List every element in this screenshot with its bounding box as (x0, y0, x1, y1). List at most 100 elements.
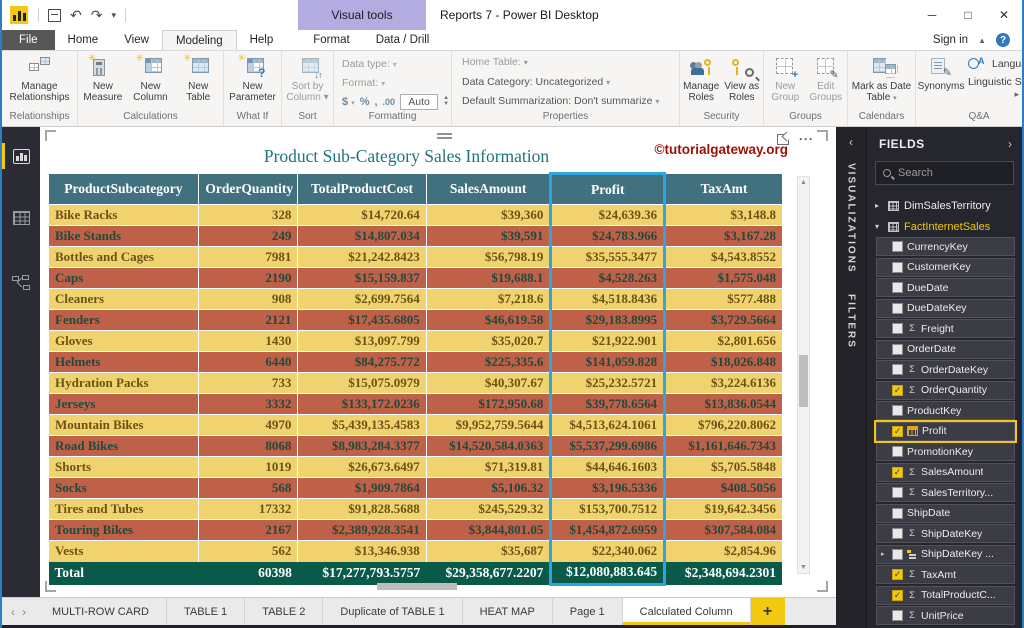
field-checkbox[interactable]: ✓ (892, 425, 903, 437)
field-table-dimsalesterritory[interactable]: ▸ DimSalesTerritory (867, 195, 1022, 216)
minimize-button[interactable]: ─ (927, 8, 937, 22)
field-item-totalproductc-[interactable]: ✓ Σ TotalProductC... (876, 585, 1015, 605)
ribbon-expand-icon[interactable]: ▸ (1014, 89, 1019, 99)
table-row[interactable]: Cleaners 908 $2,699.7564 $7,218.6 $4,518.843… (47, 288, 782, 310)
field-checkbox[interactable] (892, 364, 903, 375)
field-checkbox[interactable]: ✓ (892, 466, 903, 478)
field-item-salesamount[interactable]: ✓ Σ SalesAmount (876, 462, 1015, 482)
synonyms-button[interactable]: ✎ Synonyms (918, 54, 964, 92)
linguistic-schema-button[interactable]: Linguistic Sc (968, 76, 1024, 88)
table-row[interactable]: Road Bikes 8068 $8,983,284.3377 $14,520,584… (47, 435, 782, 457)
percent-format-button[interactable]: % (359, 95, 370, 108)
field-checkbox[interactable] (892, 507, 903, 519)
field-item-salesterritory-[interactable]: Σ SalesTerritory... (876, 483, 1015, 502)
field-item-orderquantity[interactable]: ✓ Σ OrderQuantity (876, 380, 1015, 400)
column-header-profit[interactable]: Profit (549, 172, 667, 205)
manage-roles-button[interactable]: Manage Roles (682, 54, 721, 103)
field-table-factinternetsales[interactable]: ▾ FactInternetSales (867, 216, 1022, 237)
tab-view[interactable]: View (124, 34, 149, 46)
edit-groups-button[interactable]: ✎ Edit Groups (807, 54, 846, 103)
field-item-productkey[interactable]: ProductKey (876, 401, 1015, 420)
horizontal-scrollbar[interactable] (145, 583, 688, 590)
decimal-places-spinner[interactable]: ▲ ▼ (443, 95, 450, 107)
sign-in-link[interactable]: Sign in (932, 34, 969, 46)
column-header-taxamt[interactable]: TaxAmt (664, 173, 782, 205)
field-checkbox[interactable]: ✓ (892, 569, 903, 580)
language-button[interactable]: Language (968, 56, 1022, 70)
new-measure-button[interactable]: ✳ New Measure (80, 53, 126, 103)
filters-panel-tab[interactable]: FILTERS (845, 293, 857, 349)
field-checkbox[interactable] (892, 548, 903, 560)
scroll-up-icon[interactable]: ▲ (800, 179, 807, 186)
undo-icon[interactable]: ↶ (70, 7, 82, 23)
tab-help[interactable]: Help (249, 34, 274, 46)
page-tab-multi-row-card[interactable]: MULTI-ROW CARD (35, 598, 167, 625)
new-page-button[interactable]: + (750, 598, 785, 625)
table-row[interactable]: Bike Stands 249 $14,807.034 $39,591 $24,783.… (47, 225, 782, 247)
decimals-format-button[interactable]: .00 (382, 96, 396, 107)
field-checkbox[interactable] (892, 261, 903, 273)
more-options-icon[interactable]: ··· (799, 132, 814, 146)
tabs-scroll-left-icon[interactable]: ‹ (11, 604, 15, 619)
model-view-button[interactable] (2, 267, 40, 297)
table-row[interactable]: Tires and Tubes 17332 $91,828.5688 $245,529… (47, 498, 782, 520)
field-item-profit[interactable]: ✓ Profit (874, 419, 1017, 443)
tabs-scroll-right-icon[interactable]: › (22, 604, 26, 619)
field-item-promotionkey[interactable]: PromotionKey (876, 442, 1015, 461)
comma-format-button[interactable]: , (374, 95, 378, 108)
field-checkbox[interactable] (892, 528, 903, 539)
selection-handle[interactable] (817, 581, 828, 592)
table-row[interactable]: Gloves 1430 $13,097.799 $35,020.7 $21,922.90… (47, 330, 782, 352)
field-checkbox[interactable] (892, 343, 903, 355)
customize-toolbar-icon[interactable]: ▾ (111, 9, 116, 20)
table-row[interactable]: Vests 562 $13,346.938 $35,687 $22,340.062 $2,… (47, 540, 782, 562)
tab-home[interactable]: Home (67, 34, 99, 46)
close-button[interactable]: ✕ (998, 8, 1010, 22)
expand-icon[interactable]: ▸ (881, 551, 885, 558)
scrollbar-thumb[interactable] (799, 355, 808, 408)
table-row[interactable]: Hydration Packs 733 $15,075.0979 $40,307.67… (47, 372, 782, 394)
table-row[interactable]: Bike Racks 328 $14,720.64 $39,360 $24,639.36… (47, 204, 782, 226)
new-table-button[interactable]: ✳ New Table (183, 53, 211, 104)
collapse-icon[interactable]: ▾ (875, 222, 880, 231)
page-tab-table-1[interactable]: TABLE 1 (167, 598, 246, 625)
view-as-roles-button[interactable]: View as Roles (723, 54, 762, 103)
default-summarization-dropdown[interactable]: Default Summarization: Don't summarize ▾ (462, 95, 660, 108)
table-row[interactable]: Socks 568 $1,909.7864 $5,106.32 $3,196.5336 $… (47, 477, 782, 499)
expand-icon[interactable]: ▸ (875, 201, 880, 210)
field-checkbox[interactable] (892, 282, 903, 293)
table-row[interactable]: Bottles and Cages 7981 $21,242.8423 $56,798… (47, 246, 782, 268)
tab-format[interactable]: Format (313, 34, 350, 46)
table-row[interactable]: Helmets 6440 $84,275.772 $225,335.6 $141,059… (47, 351, 782, 373)
field-checkbox[interactable] (892, 302, 903, 314)
tab-file[interactable]: File (2, 30, 55, 50)
save-icon[interactable] (48, 8, 61, 22)
data-category-dropdown[interactable]: Data Category: Uncategorized ▾ (462, 75, 611, 88)
field-item-customerkey[interactable]: CustomerKey (876, 257, 1015, 277)
page-tab-calculated-column[interactable]: Calculated Column (622, 598, 751, 625)
field-checkbox[interactable]: ✓ (892, 589, 903, 601)
sort-by-column-button[interactable]: ↓↑ Sort by Column ▾ (285, 54, 331, 103)
selection-handle[interactable] (45, 581, 56, 592)
currency-format-button[interactable]: $ ▾ (342, 95, 355, 108)
home-table-dropdown[interactable]: Home Table: ▾ (462, 56, 528, 69)
table-row[interactable]: Mountain Bikes 4970 $5,439,135.4583 $9,952,… (47, 414, 782, 436)
field-item-duedatekey[interactable]: DueDateKey (876, 298, 1015, 318)
manage-relationships-button[interactable]: Manage Relationships (8, 54, 72, 103)
scroll-down-icon[interactable]: ▼ (800, 564, 807, 571)
field-item-orderdatekey[interactable]: Σ OrderDateKey (876, 360, 1015, 379)
field-item-shipdate[interactable]: ShipDate (876, 503, 1015, 523)
page-tab-table-2[interactable]: TABLE 2 (245, 598, 324, 625)
field-item-currencykey[interactable]: CurrencyKey (876, 237, 1015, 256)
selection-handle[interactable] (817, 130, 828, 141)
mark-as-date-table-button[interactable]: Mark as Date Table ▾ (850, 54, 913, 103)
field-checkbox[interactable] (892, 405, 903, 416)
page-tab-heat-map[interactable]: HEAT MAP (463, 598, 553, 625)
field-checkbox[interactable] (892, 241, 903, 252)
column-header-salesamount[interactable]: SalesAmount (425, 173, 551, 205)
field-item-unitprice[interactable]: Σ UnitPrice (876, 606, 1015, 625)
new-parameter-button[interactable]: ✳? New Parameter (229, 53, 276, 104)
search-input[interactable]: Search (875, 161, 1014, 185)
field-item-shipdatekey[interactable]: Σ ShipDateKey (876, 524, 1015, 543)
tab-modeling[interactable]: Modeling (161, 30, 237, 50)
